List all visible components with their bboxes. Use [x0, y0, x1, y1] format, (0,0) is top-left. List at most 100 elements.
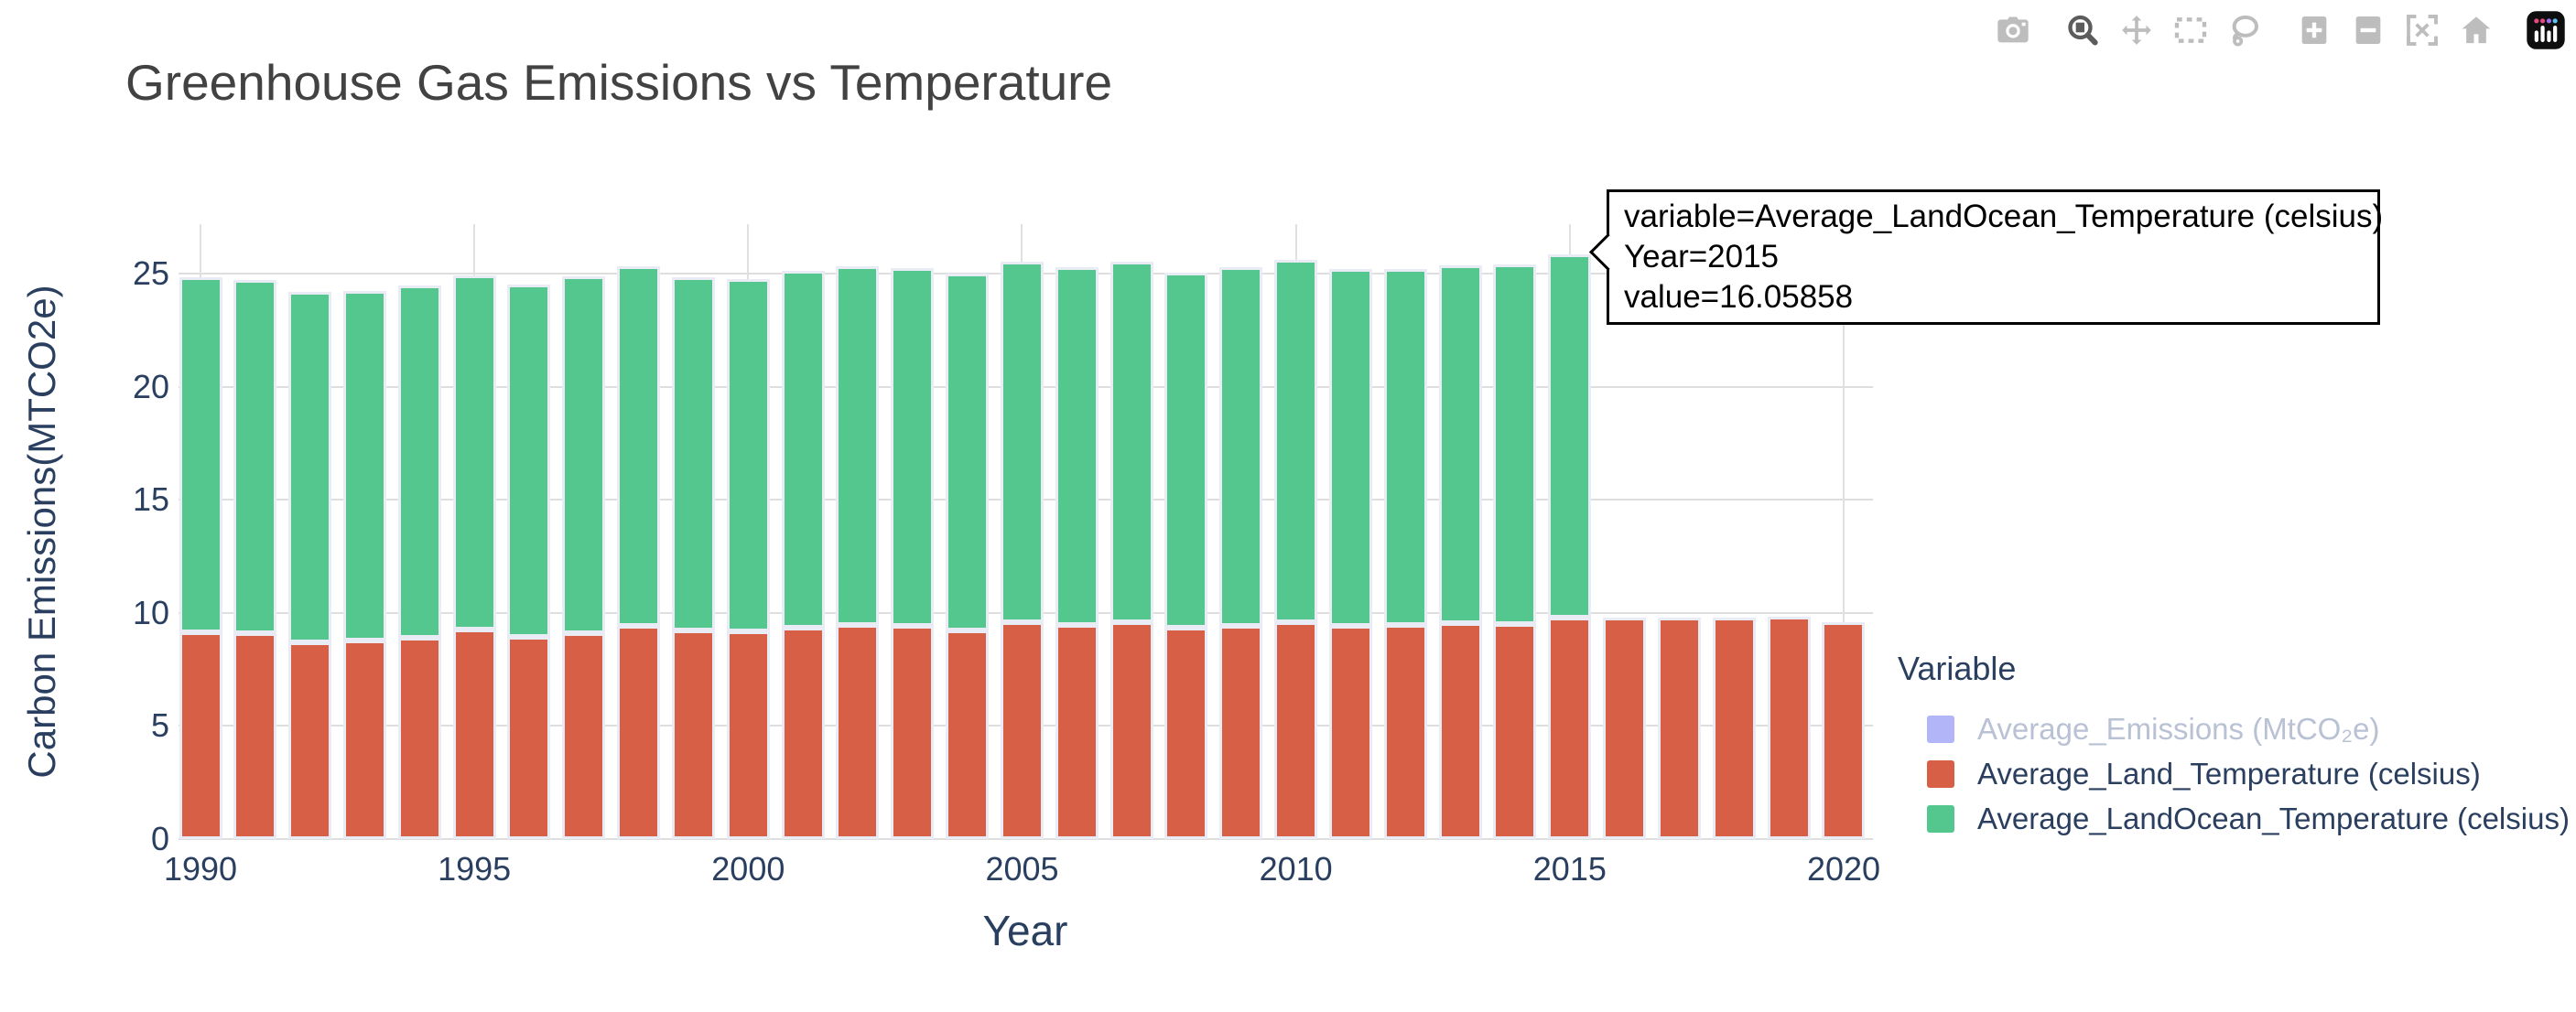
legend-label: Average_Land_Temperature (celsius) [1977, 756, 2481, 791]
bar-landocean-temperature-2012[interactable] [1383, 269, 1427, 626]
bar-landocean-temperature-2010[interactable] [1274, 260, 1318, 622]
bar-landocean-temperature-2015[interactable] [1548, 254, 1592, 618]
bar-land-temperature-2020[interactable] [1822, 622, 1866, 839]
bar-landocean-temperature-2005[interactable] [1000, 261, 1044, 622]
x-tick-label: 2010 [1259, 850, 1333, 888]
x-tick-label: 2000 [711, 850, 785, 888]
bar-land-temperature-1991[interactable] [233, 633, 277, 839]
autoscale-icon[interactable] [2401, 9, 2443, 51]
bar-landocean-temperature-2013[interactable] [1438, 265, 1482, 623]
bar-landocean-temperature-1999[interactable] [671, 276, 715, 631]
chart-title: Greenhouse Gas Emissions vs Temperature [125, 54, 1113, 111]
pan-icon[interactable] [2116, 9, 2158, 51]
y-gridline [179, 838, 1873, 840]
bar-landocean-temperature-2004[interactable] [946, 274, 990, 631]
bar-land-temperature-1997[interactable] [562, 633, 606, 839]
bar-land-temperature-2002[interactable] [836, 625, 880, 839]
plotly-logo-icon[interactable] [2525, 9, 2567, 51]
legend-item-average-land-temperature[interactable]: Average_Land_Temperature (celsius) [1898, 751, 2570, 796]
bar-land-temperature-2012[interactable] [1383, 625, 1427, 839]
bar-land-temperature-2001[interactable] [781, 628, 825, 839]
bar-landocean-temperature-1993[interactable] [342, 290, 386, 641]
bar-land-temperature-2011[interactable] [1328, 625, 1372, 839]
y-tick-label: 15 [132, 480, 169, 519]
bar-land-temperature-1995[interactable] [452, 630, 496, 839]
bar-land-temperature-2014[interactable] [1493, 623, 1537, 839]
bar-landocean-temperature-1990[interactable] [179, 277, 222, 633]
bar-land-temperature-1993[interactable] [342, 640, 386, 839]
y-tick-label: 20 [132, 367, 169, 405]
legend-item-average-landocean-temperature[interactable]: Average_LandOcean_Temperature (celsius) [1898, 796, 2570, 841]
zoom-in-icon[interactable] [2293, 9, 2335, 51]
bar-land-temperature-2004[interactable] [946, 630, 990, 839]
bar-land-temperature-2019[interactable] [1767, 616, 1811, 839]
legend: Variable Average_Emissions (MtCO₂e) Aver… [1898, 650, 2570, 841]
bar-landocean-temperature-2001[interactable] [781, 271, 825, 629]
y-axis-title: Carbon Emissions(MTCO2e) [20, 285, 63, 779]
legend-swatch-land-temperature [1927, 759, 1954, 788]
bar-landocean-temperature-1996[interactable] [507, 284, 551, 638]
bar-landocean-temperature-2008[interactable] [1164, 272, 1208, 629]
bar-land-temperature-2018[interactable] [1712, 618, 1756, 839]
bar-landocean-temperature-1991[interactable] [233, 280, 277, 634]
bar-land-temperature-2003[interactable] [891, 626, 935, 839]
bar-land-temperature-2008[interactable] [1164, 628, 1208, 839]
x-tick-label: 2015 [1532, 850, 1607, 888]
lasso-icon[interactable] [2224, 9, 2266, 51]
x-axis-title: Year [982, 907, 1068, 954]
legend-title: Variable [1898, 650, 2017, 687]
bar-landocean-temperature-2014[interactable] [1493, 264, 1537, 624]
hover-tooltip: variable=Average_LandOcean_Temperature (… [1588, 189, 2383, 325]
tooltip-value: value=16.05858 [1624, 279, 1854, 315]
bar-landocean-temperature-1998[interactable] [617, 266, 661, 627]
bar-landocean-temperature-2006[interactable] [1055, 266, 1099, 626]
bar-landocean-temperature-1997[interactable] [562, 275, 606, 634]
bar-landocean-temperature-1995[interactable] [452, 275, 496, 630]
bar-land-temperature-1999[interactable] [671, 630, 715, 839]
bar-landocean-temperature-2007[interactable] [1109, 262, 1153, 623]
y-tick-label: 10 [132, 593, 169, 631]
bar-land-temperature-2006[interactable] [1055, 625, 1099, 839]
bar-landocean-temperature-2009[interactable] [1219, 266, 1263, 627]
y-tick-label: 5 [150, 706, 169, 745]
camera-icon[interactable] [1992, 9, 2034, 51]
legend-swatch-emissions [1927, 715, 1954, 743]
x-tick-label: 2020 [1806, 850, 1881, 888]
bar-land-temperature-1996[interactable] [507, 637, 551, 839]
bar-landocean-temperature-1992[interactable] [288, 291, 332, 642]
bar-landocean-temperature-2003[interactable] [891, 267, 935, 627]
bar-land-temperature-2016[interactable] [1603, 618, 1647, 839]
legend-label: Average_LandOcean_Temperature (celsius) [1977, 801, 2570, 835]
legend-swatch-landocean-temperature [1927, 804, 1954, 833]
x-tick-label: 1995 [438, 850, 512, 888]
bar-land-temperature-1992[interactable] [288, 641, 332, 839]
x-tick-label: 1990 [163, 850, 238, 888]
reset-home-icon[interactable] [2455, 9, 2497, 51]
bar-landocean-temperature-2000[interactable] [726, 279, 770, 632]
tooltip-year: Year=2015 [1624, 239, 1780, 275]
box-select-icon[interactable] [2170, 9, 2212, 51]
bar-land-temperature-2013[interactable] [1438, 622, 1482, 839]
bar-landocean-temperature-2002[interactable] [836, 265, 880, 626]
bar-land-temperature-2015[interactable] [1548, 617, 1592, 839]
modebar [1980, 9, 2567, 51]
bar-land-temperature-1998[interactable] [617, 626, 661, 839]
bar-land-temperature-2017[interactable] [1657, 618, 1701, 839]
y-tick-label: 0 [150, 820, 169, 857]
bar-land-temperature-2005[interactable] [1000, 621, 1044, 839]
legend-item-average-emissions[interactable]: Average_Emissions (MtCO₂e) [1898, 706, 2570, 751]
x-gridline [1842, 224, 1845, 839]
bar-land-temperature-2009[interactable] [1219, 626, 1263, 839]
bar-land-temperature-2007[interactable] [1109, 622, 1153, 839]
bar-land-temperature-1994[interactable] [397, 638, 441, 839]
x-tick-label: 2005 [985, 850, 1059, 888]
legend-label: Average_Emissions (MtCO₂e) [1977, 711, 2380, 746]
bar-land-temperature-1990[interactable] [179, 632, 222, 839]
zoom-icon[interactable] [2062, 9, 2104, 51]
zoom-out-icon[interactable] [2347, 9, 2389, 51]
bar-landocean-temperature-2011[interactable] [1328, 269, 1372, 626]
bar-landocean-temperature-1994[interactable] [397, 285, 441, 639]
bar-land-temperature-2010[interactable] [1274, 621, 1318, 839]
bar-land-temperature-2000[interactable] [726, 631, 770, 839]
